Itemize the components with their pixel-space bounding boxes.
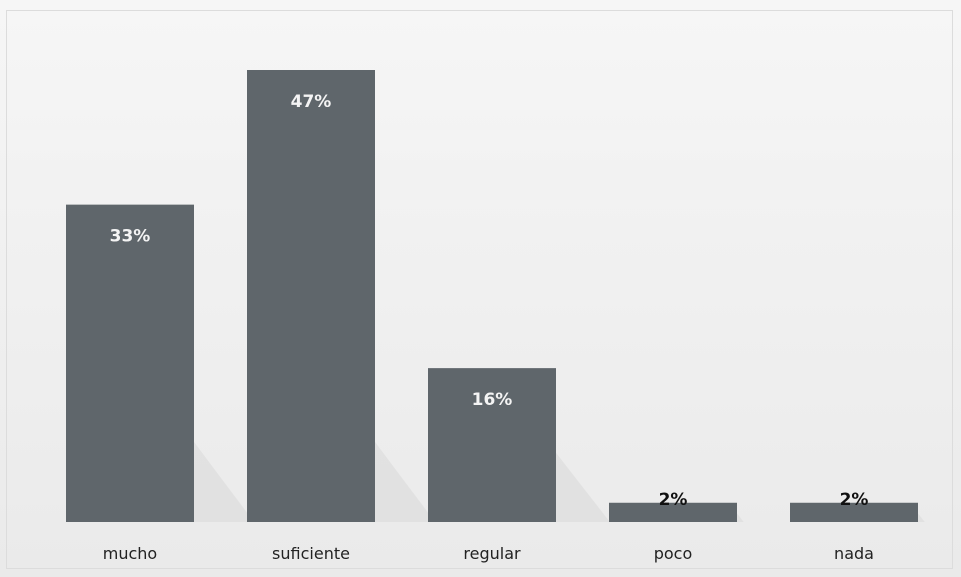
category-labels-group: mucho suficiente regular poco nada	[103, 544, 874, 563]
value-label-suficiente: 47%	[291, 92, 332, 112]
bar-shadow-mucho	[194, 442, 254, 522]
value-label-regular: 16%	[472, 390, 513, 410]
category-label-nada: nada	[834, 544, 874, 563]
bar-poco	[609, 502, 737, 522]
bar-regular	[428, 368, 556, 522]
bars-group	[66, 70, 918, 522]
bar-shadow-nada	[918, 513, 925, 522]
value-labels-group: 33% 47% 16% 2% 2%	[110, 92, 869, 510]
category-label-regular: regular	[463, 544, 521, 563]
category-label-suficiente: suficiente	[272, 544, 350, 563]
value-label-poco: 2%	[659, 490, 688, 510]
bar-shadow-suficiente	[375, 442, 435, 522]
bar-shadow-regular	[556, 452, 610, 522]
category-label-poco: poco	[654, 544, 693, 563]
value-label-mucho: 33%	[110, 227, 151, 247]
category-label-mucho: mucho	[103, 544, 157, 563]
bar-shadows	[194, 442, 925, 522]
bar-nada	[790, 502, 918, 522]
bar-mucho	[66, 204, 194, 522]
bar-shadow-poco	[737, 513, 744, 522]
chart-border	[6, 10, 953, 569]
value-label-nada: 2%	[840, 490, 869, 510]
bar-suficiente	[247, 70, 375, 522]
